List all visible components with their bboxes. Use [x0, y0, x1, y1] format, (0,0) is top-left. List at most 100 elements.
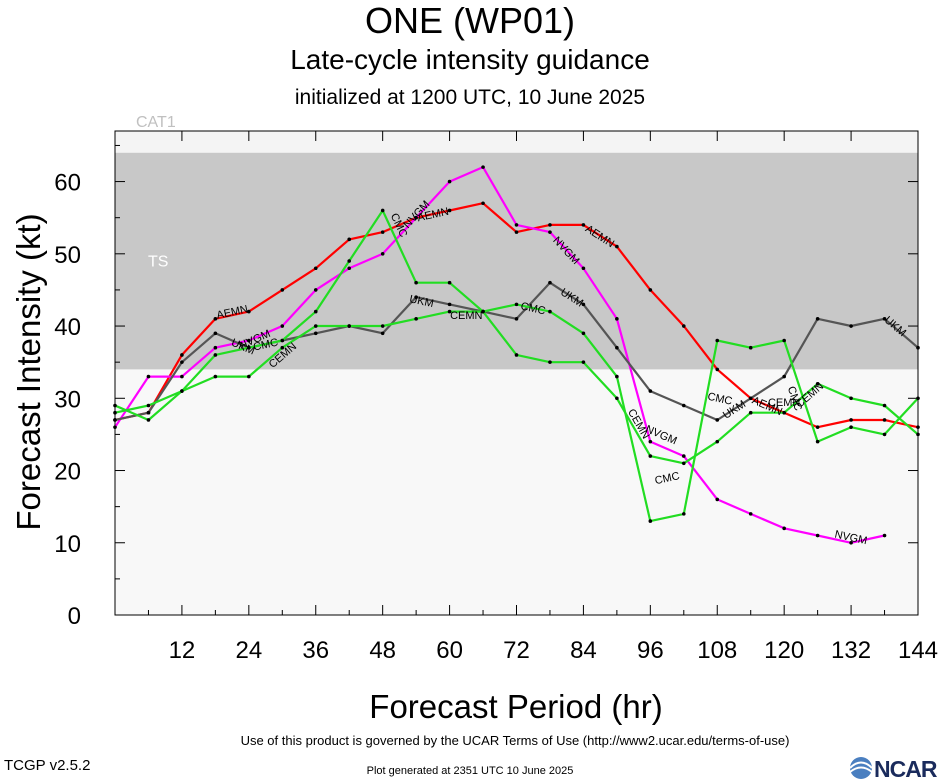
data-point-cemn: [581, 360, 586, 364]
data-point-aemn: [313, 266, 318, 271]
data-point-cmc: [213, 353, 218, 357]
x-axis-label: Forecast Period (hr): [369, 688, 662, 725]
terms-of-use-notice: Use of this product is governed by the U…: [240, 733, 790, 748]
data-point-aemn: [916, 425, 920, 429]
data-point-nvgm: [213, 345, 218, 350]
x-tick-label: 144: [898, 637, 938, 664]
data-point-cemn: [481, 309, 485, 314]
data-point-nvgm: [648, 439, 653, 444]
data-point-nvgm: [414, 215, 418, 220]
data-point-aemn: [280, 288, 285, 292]
data-point-ukm: [113, 418, 117, 422]
band-label-cat1: CAT1: [136, 114, 176, 131]
data-point-cmc: [748, 345, 753, 350]
data-point-nvgm: [882, 533, 887, 538]
data-point-nvgm: [146, 374, 151, 379]
data-point-cemn: [514, 353, 519, 357]
data-point-cmc: [715, 338, 720, 343]
data-point-ukm: [916, 345, 920, 350]
data-point-cmc: [548, 309, 552, 314]
data-point-cmc: [514, 302, 519, 307]
data-point-ukm: [648, 389, 653, 393]
data-point-cemn: [280, 345, 285, 350]
data-point-aemn: [447, 208, 452, 213]
series-line-nvgm: [115, 166, 885, 544]
data-point-aemn: [347, 237, 352, 242]
data-point-nvgm: [380, 252, 385, 256]
series-label-cmc: CMC: [520, 300, 547, 317]
series-label-ukm: UKM: [408, 293, 434, 310]
data-point-cmc: [380, 208, 385, 213]
data-point-nvgm: [615, 317, 619, 321]
data-point-ukm: [447, 302, 452, 307]
data-point-cmc: [414, 280, 418, 285]
data-point-ukm: [849, 324, 853, 328]
data-point-ukm: [180, 360, 184, 364]
ncar-logo: NCAR: [848, 755, 938, 782]
data-point-cmc: [849, 425, 853, 429]
y-tick-label: 20: [54, 459, 81, 486]
data-point-aemn: [681, 324, 686, 328]
x-tick-label: 60: [436, 637, 463, 664]
series-label-cmc: CMC: [654, 470, 681, 487]
data-point-cmc: [648, 519, 653, 523]
band-ts: [115, 152, 918, 370]
data-point-cmc: [882, 432, 887, 437]
chart-initialized-time: initialized at 1200 UTC, 10 June 2025: [294, 86, 646, 109]
data-point-cemn: [748, 410, 753, 415]
data-point-cemn: [380, 324, 385, 328]
data-point-aemn: [615, 244, 619, 249]
data-point-ukm: [313, 331, 318, 336]
data-point-cemn: [313, 324, 318, 328]
data-point-aemn: [180, 353, 184, 357]
data-point-nvgm: [514, 223, 519, 227]
data-point-nvgm: [715, 497, 720, 502]
series-label-cemn: CEMN: [768, 397, 800, 409]
data-point-ukm: [748, 396, 753, 401]
data-point-ukm: [146, 410, 151, 415]
data-point-aemn: [514, 230, 519, 234]
data-point-aemn: [213, 317, 218, 321]
x-tick-label: 84: [570, 637, 597, 664]
data-point-nvgm: [247, 338, 251, 343]
data-point-nvgm: [481, 165, 485, 169]
data-point-aemn: [380, 230, 385, 234]
data-point-nvgm: [548, 230, 552, 234]
x-tick-label: 108: [697, 637, 737, 664]
data-point-nvgm: [782, 526, 786, 531]
data-point-ukm: [882, 317, 887, 321]
data-point-cmc: [782, 338, 786, 343]
data-point-aemn: [815, 425, 820, 429]
y-tick-label: 30: [54, 386, 81, 413]
data-point-cemn: [815, 382, 820, 386]
data-point-ukm: [380, 331, 385, 336]
y-tick-label: 50: [54, 242, 81, 269]
data-point-nvgm: [280, 324, 285, 328]
data-point-cemn: [548, 360, 552, 364]
data-point-nvgm: [180, 374, 184, 379]
data-point-cemn: [882, 403, 887, 408]
x-tick-label: 48: [369, 637, 396, 664]
data-point-aemn: [581, 223, 586, 227]
data-point-aemn: [849, 418, 853, 422]
data-point-cemn: [849, 396, 853, 401]
x-tick-label: 72: [503, 637, 530, 664]
data-point-aemn: [715, 367, 720, 372]
data-point-ukm: [414, 295, 418, 299]
x-tick-label: 132: [831, 637, 871, 664]
data-point-nvgm: [347, 266, 352, 271]
data-point-cmc: [313, 309, 318, 314]
band-label-ts: TS: [148, 254, 168, 271]
ncar-logo-text: NCAR: [874, 756, 937, 782]
version-label: TCGP v2.5.2: [4, 757, 91, 774]
data-point-nvgm: [815, 533, 820, 538]
data-point-aemn: [882, 418, 887, 422]
data-point-cemn: [782, 410, 786, 415]
x-tick-label: 96: [637, 637, 664, 664]
data-point-ukm: [514, 317, 519, 321]
chart-subtitle: Late-cycle intensity guidance: [290, 44, 650, 75]
x-tick-label: 12: [169, 637, 196, 664]
data-point-aemn: [548, 223, 552, 227]
data-point-cemn: [715, 439, 720, 444]
data-point-cemn: [615, 396, 619, 401]
